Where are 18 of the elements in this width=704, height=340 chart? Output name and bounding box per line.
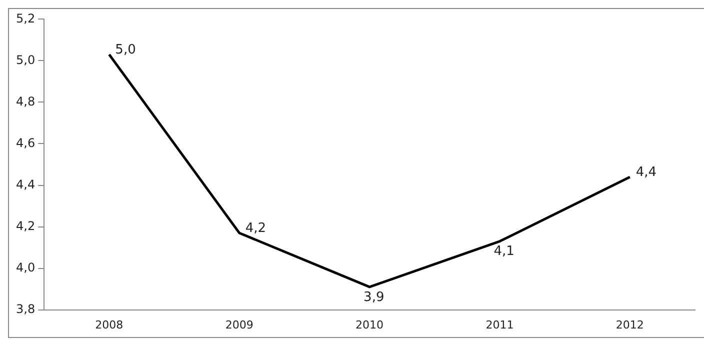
data-label: 5,0 <box>115 42 136 58</box>
y-tick-label: 4,6 <box>16 136 36 150</box>
x-tick-label: 2011 <box>486 318 514 332</box>
y-tick-label: 4,8 <box>16 94 36 108</box>
y-tick-label: 3,8 <box>16 302 36 316</box>
x-tick-label: 2009 <box>225 318 254 332</box>
x-tick-label: 2012 <box>616 318 644 332</box>
y-tick-label: 4,2 <box>16 218 36 233</box>
y-tick-label: 4,4 <box>16 177 36 192</box>
x-tick-label: 2008 <box>95 318 124 332</box>
data-label: 4,2 <box>245 220 266 236</box>
data-label: 4,4 <box>636 164 657 180</box>
data-label: 4,1 <box>494 244 514 260</box>
y-tick-label: 4,0 <box>16 260 36 274</box>
y-tick-label: 5,0 <box>16 52 36 67</box>
data-label: 3,9 <box>364 290 384 305</box>
x-tick-label: 2010 <box>356 318 384 332</box>
y-tick-label: 5,2 <box>16 11 36 26</box>
